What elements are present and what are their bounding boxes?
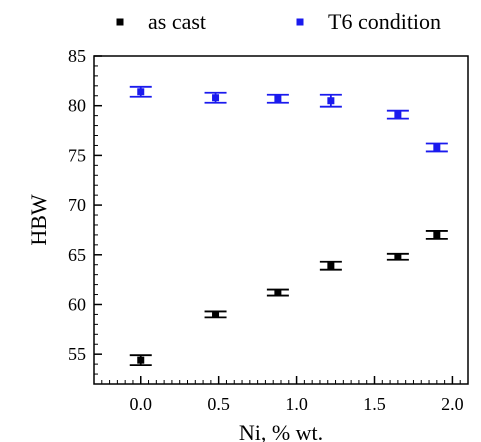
- data-point: [137, 88, 145, 96]
- legend-marker: [116, 18, 124, 26]
- data-point: [327, 97, 335, 105]
- data-point: [274, 95, 282, 103]
- series-as-cast: [129, 230, 448, 367]
- y-axis-label: HBW: [26, 194, 51, 246]
- plot-area: 0.0 0.5 1.0 1.5 2.0 55 60 65 70 75 80 85: [68, 46, 469, 414]
- data-point: [394, 111, 402, 119]
- legend-marker: [296, 18, 304, 26]
- y-tick-label: 55: [68, 344, 86, 364]
- data-point: [433, 143, 441, 151]
- legend: as cast T6 condition: [116, 9, 441, 34]
- data-point: [394, 253, 402, 261]
- x-tick-label: 1.0: [285, 394, 308, 414]
- data-point: [212, 94, 220, 102]
- y-tick-label: 65: [68, 245, 86, 265]
- x-tick-label: 0.5: [207, 394, 230, 414]
- legend-label: as cast: [148, 9, 206, 34]
- x-tick-label: 0.0: [130, 394, 153, 414]
- x-axis-label: Ni, % wt.: [239, 420, 323, 442]
- y-tick-label: 80: [68, 96, 86, 116]
- series-layer: [129, 85, 448, 367]
- x-tick-label: 2.0: [441, 394, 464, 414]
- y-tick-label: 75: [68, 145, 86, 165]
- x-tick-label: 1.5: [363, 394, 386, 414]
- data-point: [212, 310, 220, 318]
- minor-ticks: [94, 65, 469, 384]
- data-point: [433, 231, 441, 239]
- y-tick-label: 60: [68, 294, 86, 314]
- legend-label: T6 condition: [328, 9, 441, 34]
- data-point: [274, 289, 282, 297]
- y-tick-label: 85: [68, 46, 86, 66]
- major-ticks: [94, 55, 454, 384]
- series-t6-condition: [129, 85, 448, 153]
- data-point: [327, 262, 335, 270]
- tick-labels: 0.0 0.5 1.0 1.5 2.0 55 60 65 70 75 80 85: [68, 46, 464, 414]
- data-point: [137, 356, 145, 364]
- y-tick-label: 70: [68, 195, 86, 215]
- plot-frame: [93, 55, 469, 385]
